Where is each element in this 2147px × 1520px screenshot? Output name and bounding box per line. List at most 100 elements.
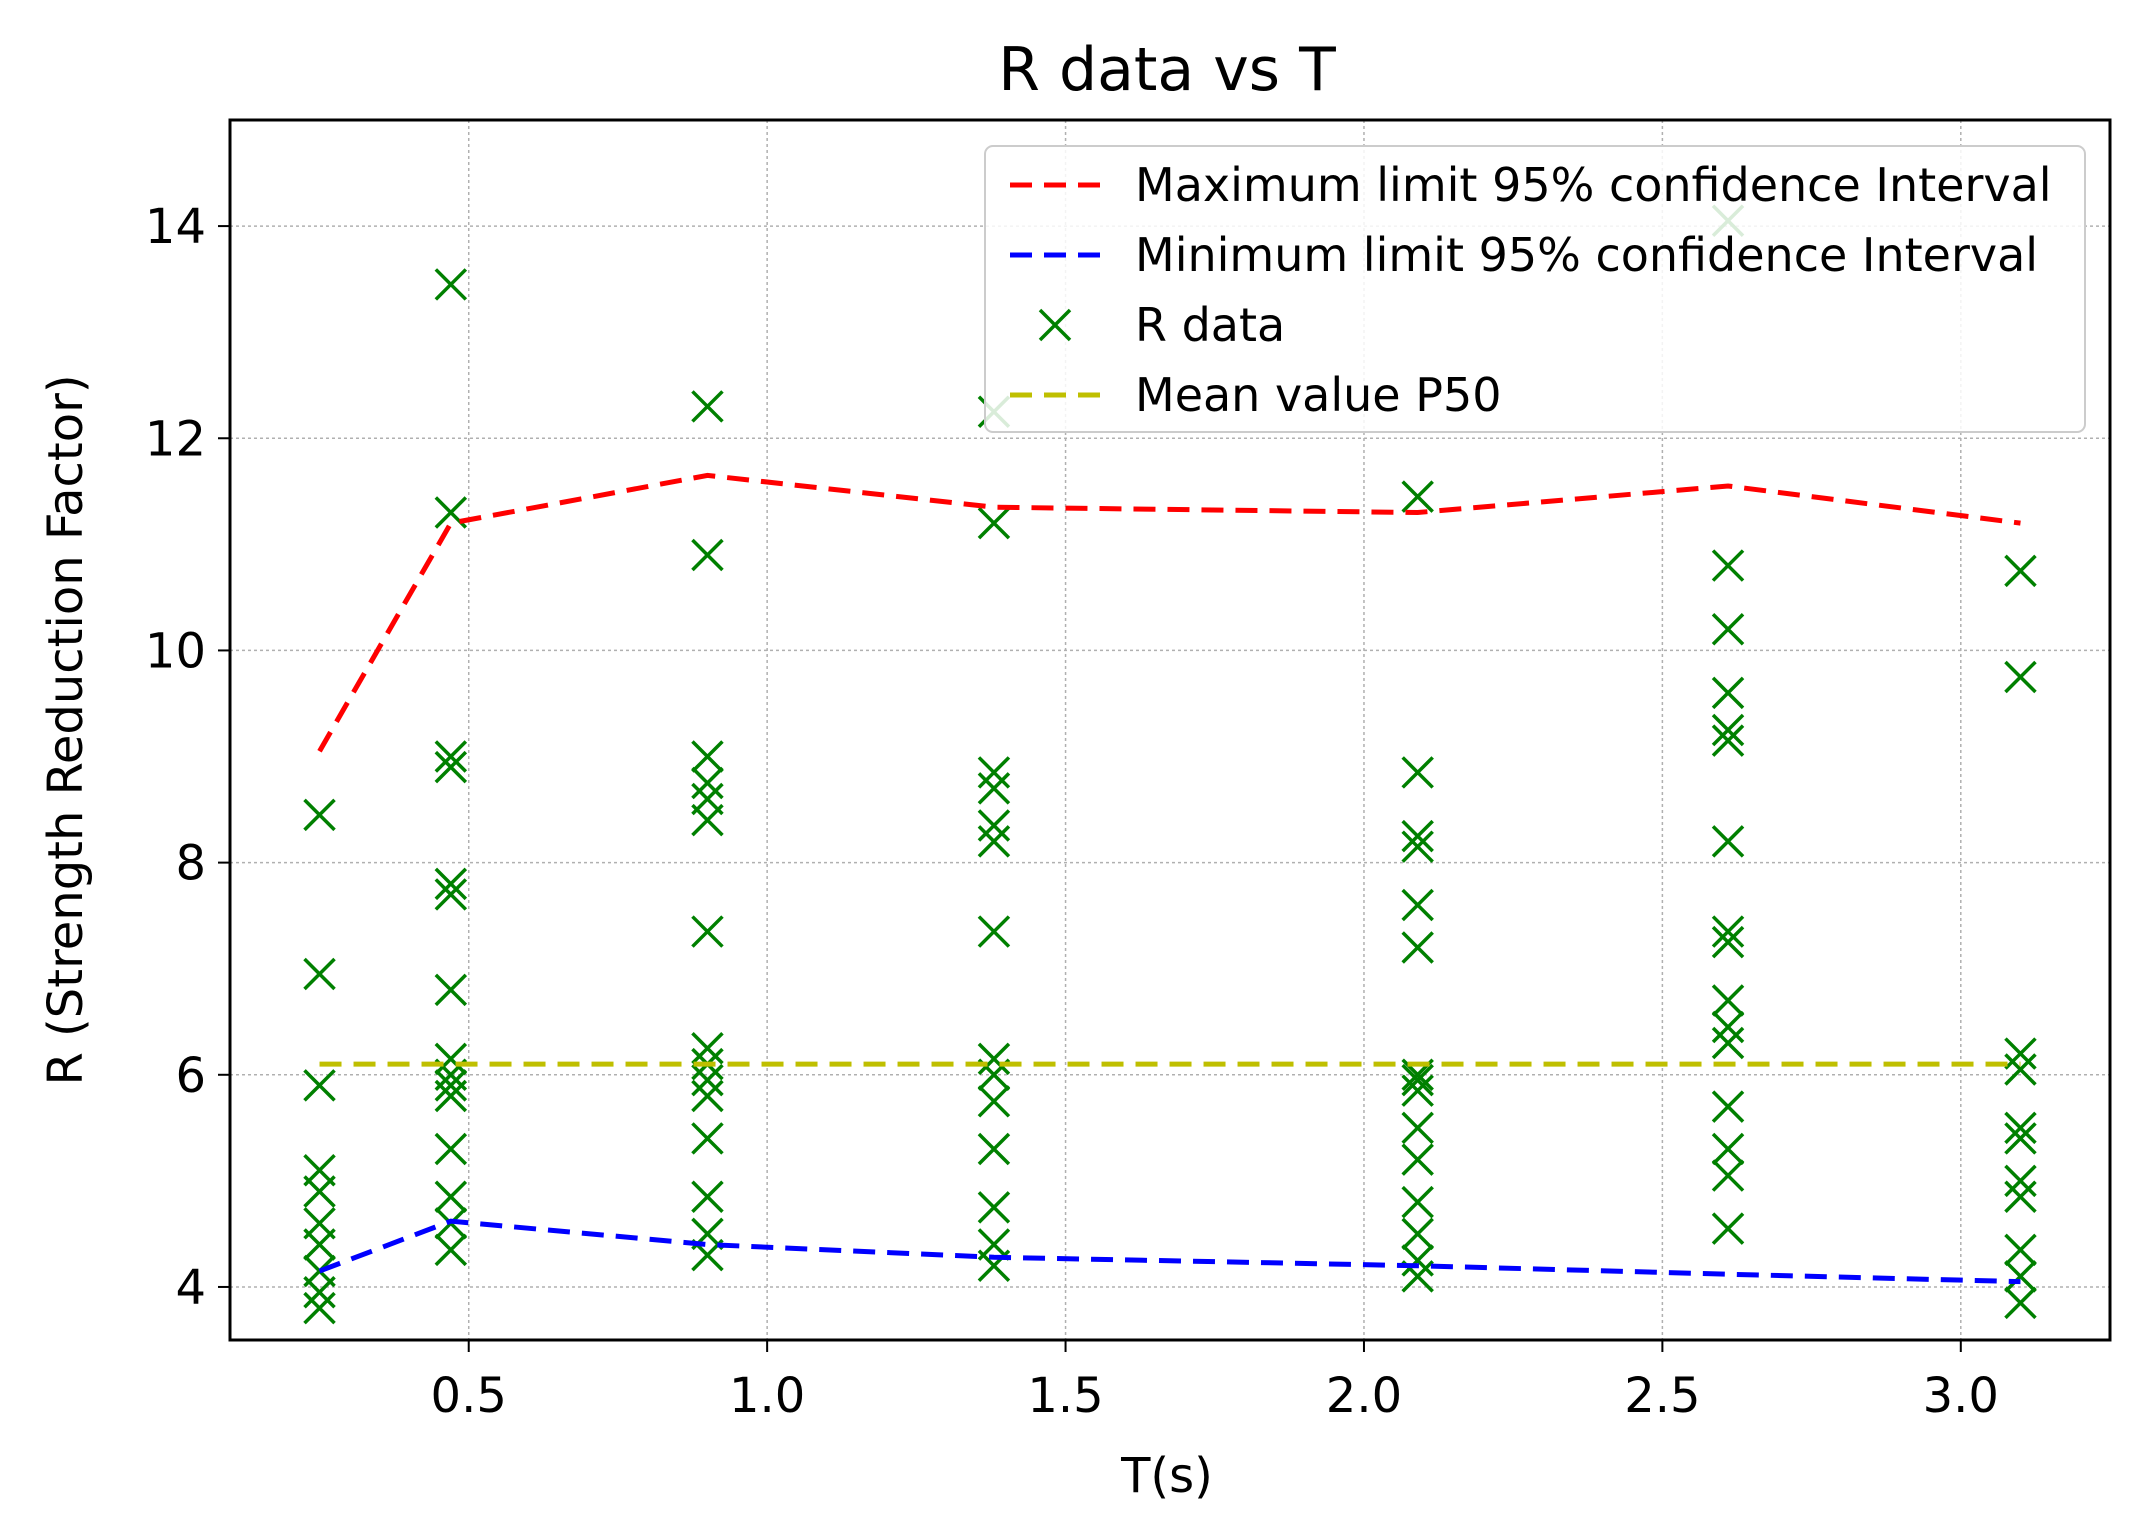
r-data-point [1711, 984, 1745, 1017]
r-data-point [434, 740, 468, 773]
r-data-point [1711, 549, 1745, 582]
r-data-point [434, 1079, 468, 1113]
r-data-point [434, 268, 468, 301]
r-data-point [977, 915, 1011, 948]
series-min-limit-line [318, 1218, 2021, 1285]
r-data-point [691, 1079, 724, 1113]
x-tick-label: 3.0 [1923, 1368, 1999, 1424]
r-data-point [2004, 1037, 2037, 1070]
legend: Maximum limit 95% confidence Interval Min… [984, 145, 2086, 433]
legend-item: Maximum limit 95% confidence Interval [1010, 158, 2052, 212]
r-data-point [303, 1228, 336, 1261]
r-data-point [1401, 1143, 1434, 1176]
r-data-point [1711, 925, 1745, 959]
legend-box [984, 145, 2086, 433]
x-tick-label: 1.0 [729, 1368, 805, 1424]
r-data-point [977, 1085, 1011, 1118]
r-data-point [1401, 830, 1434, 863]
x-axis-label: T(s) [1120, 1448, 1213, 1504]
r-data-point [2004, 1233, 2037, 1267]
legend-label: Maximum limit 95% confidence Interval [1135, 158, 2052, 212]
r-data-point [1401, 1074, 1434, 1107]
r-data-point [977, 1132, 1011, 1166]
y-tick-label: 14 [145, 199, 206, 255]
r-data-point [691, 766, 724, 800]
r-data-point [1401, 1111, 1434, 1145]
r-data-point [303, 1291, 336, 1325]
r-data-point [691, 740, 724, 773]
r-data-point [1711, 1159, 1745, 1192]
r-data-point [691, 538, 724, 572]
r-data-point [2004, 1122, 2037, 1155]
y-tick-label: 10 [145, 623, 206, 679]
r-data-point [434, 1233, 468, 1267]
y-tick-label: 6 [175, 1048, 206, 1104]
r-data-point [434, 1180, 468, 1214]
r-data-point [1401, 1063, 1434, 1097]
r-data-point [691, 1063, 724, 1097]
r-data-point [434, 1042, 468, 1076]
r-data-point [1401, 1244, 1434, 1277]
r-data-point [2004, 660, 2037, 694]
r-data-point [303, 957, 336, 991]
r-data-point [1711, 1026, 1745, 1060]
legend-label: Minimum limit 95% confidence Interval [1135, 228, 2038, 282]
r-data-point [977, 1191, 1011, 1224]
r-data-point [977, 756, 1011, 789]
r-data-point [1711, 915, 1745, 948]
r-data-point [1711, 1132, 1745, 1166]
y-tick-label: 4 [175, 1260, 206, 1316]
r-data-point [2004, 1260, 2037, 1293]
r-data-point [1711, 724, 1745, 757]
series-r-data [303, 204, 2037, 1325]
r-data-point [1401, 931, 1434, 964]
legend-label: R data [1135, 298, 1285, 352]
series-max-limit-line [317, 472, 2021, 753]
r-data-point [1401, 888, 1434, 922]
y-axis-label: R (Strength Reduction Factor) [38, 374, 94, 1085]
r-data-point [1711, 1010, 1745, 1044]
r-data-point [1711, 1212, 1745, 1245]
legend-item: R data [1038, 298, 1285, 352]
r-data-point [1401, 1217, 1434, 1251]
legend-item: Minimum limit 95% confidence Interval [1010, 228, 2038, 282]
r-data-point [2004, 1286, 2037, 1320]
r-data-point [1401, 756, 1434, 789]
x-tick-label: 2.5 [1624, 1368, 1700, 1424]
r-data-point [1711, 825, 1745, 858]
chart-title: R data vs T [998, 35, 1336, 105]
r-data-point [434, 1069, 468, 1102]
r-data-point [303, 1175, 336, 1208]
r-data-point [977, 1042, 1011, 1076]
r-data-point [434, 750, 468, 784]
r-data-point [2004, 1180, 2037, 1214]
r-data-point [2004, 1111, 2037, 1145]
x-tick-label: 2.0 [1326, 1368, 1402, 1424]
r-data-point [977, 809, 1011, 842]
r-data-point [691, 803, 724, 837]
r-data-point [434, 1132, 468, 1166]
r-data-point [1711, 1090, 1745, 1123]
legend-item: Mean value P50 [1010, 368, 1502, 422]
r-data-point [691, 1180, 724, 1214]
r-data-point [303, 1276, 336, 1309]
r-data-point [2004, 1164, 2037, 1198]
r-data-point [691, 1032, 724, 1065]
r-data-point [2004, 1053, 2037, 1086]
x-tick-label: 0.5 [431, 1368, 507, 1424]
r-data-point [1711, 713, 1745, 747]
r-data-point [434, 867, 468, 901]
r-data-point [691, 1122, 724, 1155]
legend-marker-r-data [1038, 308, 1072, 342]
r-data-point [434, 878, 468, 911]
y-tick-label: 8 [175, 836, 206, 892]
r-data-point [303, 1069, 336, 1102]
grid-lines [230, 120, 2110, 1340]
axis-ticks: 0.5 1.0 1.5 2.0 2.5 3.0 4 6 8 10 12 14 [145, 199, 1999, 1424]
r-data-point [1711, 676, 1745, 710]
r-data-point [1401, 480, 1434, 513]
x-tick-label: 1.5 [1027, 1368, 1103, 1424]
r-data-point [2004, 554, 2037, 588]
r-data-point [1401, 1185, 1434, 1219]
